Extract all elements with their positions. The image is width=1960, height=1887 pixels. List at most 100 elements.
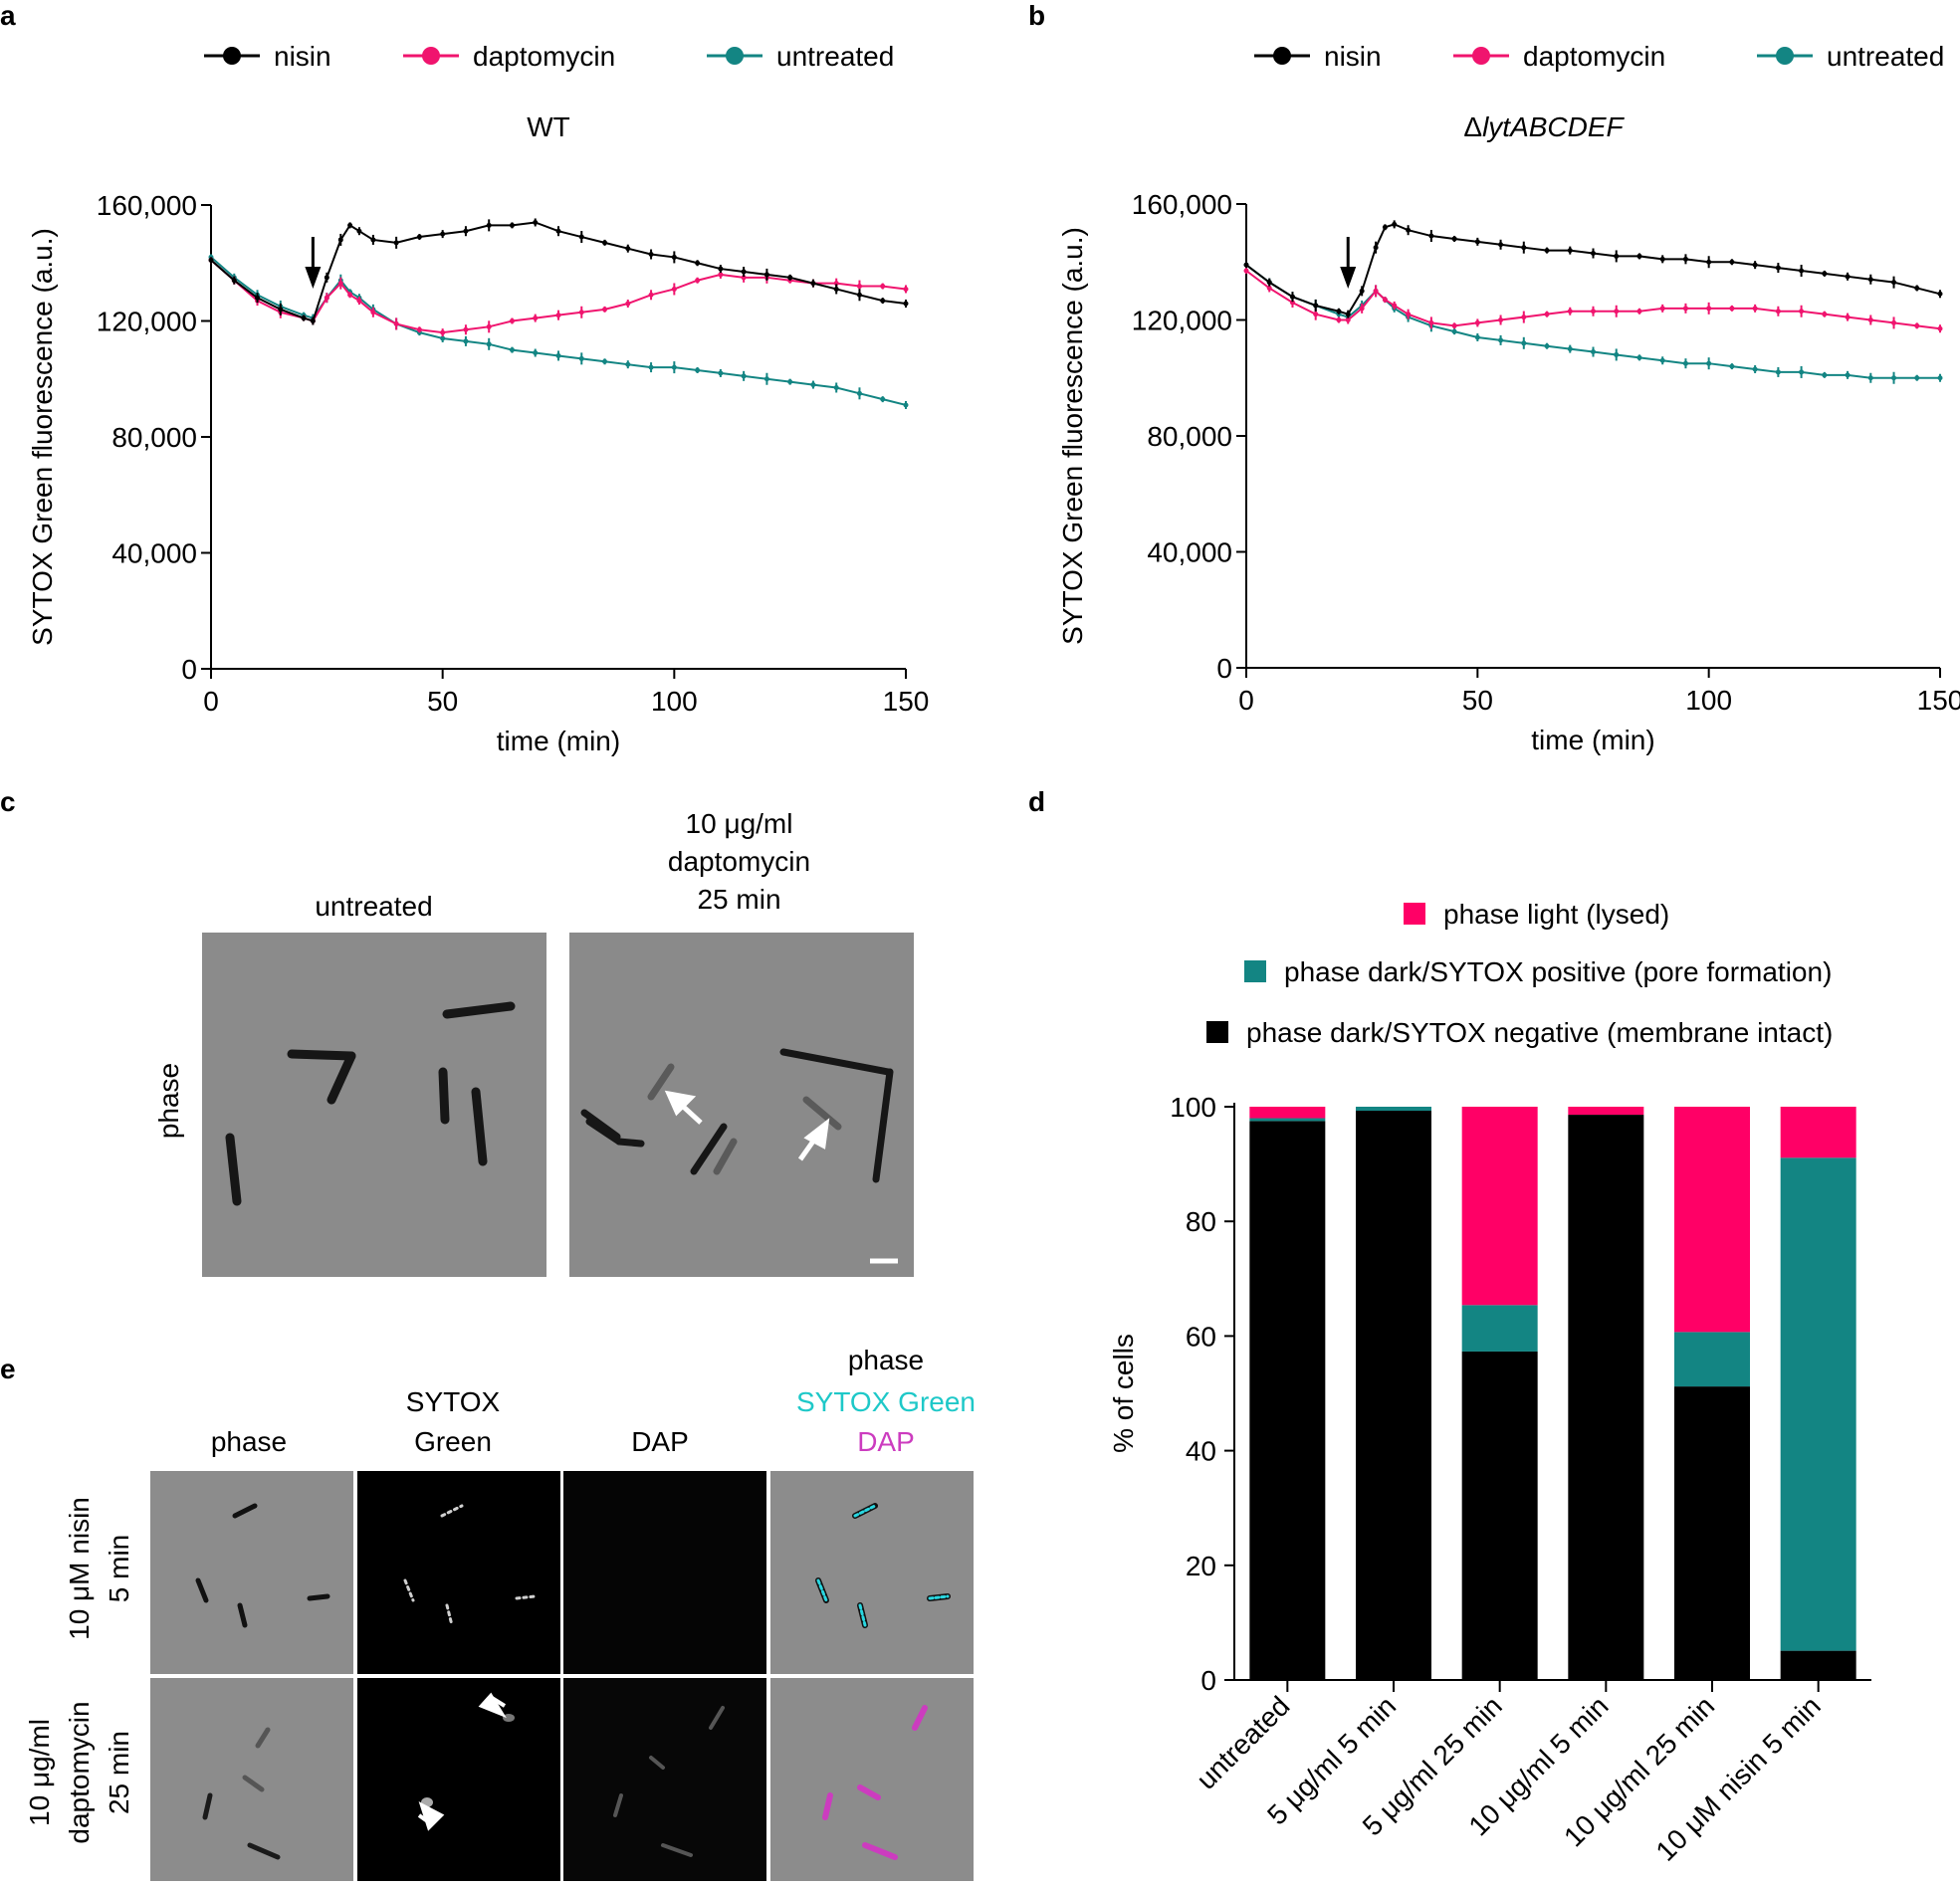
panel-c-row-label: phase: [153, 1062, 184, 1140]
bar-4-seg-1: [1674, 1332, 1750, 1387]
wt-point-daptomycin-23: [671, 286, 677, 292]
wt-point-daptomycin-30: [833, 281, 839, 287]
wt-point-daptomycin-15: [486, 323, 492, 329]
bar-xtick-label-0: untreated: [1191, 1690, 1296, 1795]
mut-point-nisin-10: [1406, 227, 1412, 233]
mut-point-nisin-4: [1336, 309, 1342, 314]
mut-point-daptomycin-9: [1392, 303, 1398, 309]
bar-ytick-label-1: 20: [1186, 1551, 1216, 1581]
panel-e-col-phase: phase: [210, 1426, 288, 1457]
wt-ytick-label-3: 120,000: [97, 307, 197, 337]
mut-point-nisin-5: [1345, 312, 1351, 317]
bar-4-seg-0: [1674, 1386, 1750, 1680]
wt-point-daptomycin-32: [880, 284, 886, 290]
bar-2-seg-0: [1461, 1351, 1538, 1680]
panel-c-col-dapto-2: daptomycin: [667, 846, 811, 877]
mut-point-daptomycin-8: [1382, 297, 1388, 303]
wt-point-nisin-24: [695, 260, 701, 266]
mut-ylabel: SYTOX Green fluorescence (a.u.): [1057, 227, 1088, 645]
mut-point-daptomycin-14: [1498, 317, 1504, 322]
mut-point-nisin-16: [1544, 248, 1550, 254]
wt-point-daptomycin-16: [509, 318, 515, 323]
mut-point-daptomycin-21: [1659, 306, 1665, 312]
bar-legend-swatch-2: [1206, 1021, 1228, 1043]
panel-e-col-merge-2: SYTOX Green: [795, 1386, 976, 1417]
wt-point-daptomycin-11: [393, 320, 399, 326]
wt-line-nisin: [210, 221, 907, 322]
mut-point-nisin-11: [1428, 233, 1434, 239]
bar-ytick-label-3: 60: [1186, 1321, 1216, 1352]
bar-4-seg-2: [1674, 1107, 1750, 1333]
wt-point-untreated-25: [718, 370, 724, 376]
mut-line-daptomycin: [1245, 270, 1941, 330]
wt-point-nisin-19: [578, 234, 584, 240]
wt-point-nisin-12: [416, 234, 422, 240]
mut-point-nisin-15: [1521, 245, 1527, 251]
wt-title: WT: [527, 111, 570, 142]
wt-point-untreated-26: [741, 373, 747, 379]
mut-point-untreated-29: [1845, 372, 1851, 378]
mut-xtick-label-0: 0: [1238, 685, 1254, 716]
mut-point-untreated-31: [1891, 375, 1897, 381]
bar-2-seg-2: [1461, 1107, 1538, 1306]
mut-point-daptomycin-10: [1406, 312, 1412, 317]
mut-point-nisin-28: [1822, 271, 1828, 277]
wt-point-nisin-6: [324, 275, 329, 281]
wt-point-nisin-26: [741, 269, 747, 275]
wt-point-untreated-17: [533, 350, 539, 356]
mut-point-daptomycin-1: [1266, 285, 1272, 291]
wt-point-nisin-20: [602, 240, 608, 246]
wt-point-daptomycin-12: [416, 326, 422, 332]
panel-e-col-merge-1: phase: [847, 1345, 925, 1375]
wt-point-untreated-22: [648, 364, 654, 370]
bar-5-seg-2: [1780, 1107, 1856, 1158]
mut-point-untreated-17: [1567, 346, 1573, 352]
bar-legend-swatch-1: [1244, 960, 1266, 982]
wt-point-untreated-19: [578, 355, 584, 361]
bar-5-seg-0: [1780, 1650, 1856, 1680]
mut-point-daptomycin-5: [1345, 317, 1351, 322]
mut-point-untreated-30: [1867, 375, 1873, 381]
mut-point-daptomycin-24: [1729, 306, 1735, 312]
mut-point-nisin-7: [1373, 245, 1379, 251]
mut-arrow-head: [1340, 267, 1357, 289]
bar-3-seg-0: [1568, 1115, 1644, 1680]
wt-point-untreated-15: [486, 341, 492, 347]
mut-point-nisin-12: [1451, 236, 1457, 242]
wt-xtick-label-3: 150: [883, 686, 930, 717]
mut-point-nisin-17: [1567, 248, 1573, 254]
panel-e-row1-label-2: 5 min: [104, 1534, 134, 1603]
mut-point-untreated-12: [1451, 328, 1457, 334]
wt-point-daptomycin-26: [741, 275, 747, 281]
mut-point-nisin-33: [1937, 291, 1943, 297]
bar-0-seg-2: [1249, 1107, 1326, 1119]
mut-point-nisin-32: [1914, 285, 1920, 291]
mut-legend-marker-untreated: [1776, 47, 1794, 65]
wt-legend-marker-daptomycin: [422, 47, 440, 65]
wt-point-daptomycin-19: [578, 310, 584, 315]
chart-lyt-mutant: nisin daptomycin untreated ΔlytABCDEF 0 40,00…: [1057, 41, 1960, 755]
mut-point-untreated-20: [1636, 354, 1642, 360]
wt-point-daptomycin-31: [856, 284, 862, 290]
panel-letter-e: e: [0, 1354, 16, 1384]
mut-point-daptomycin-27: [1799, 309, 1805, 314]
mut-point-daptomycin-3: [1313, 312, 1319, 317]
mut-point-nisin-13: [1474, 239, 1480, 245]
wt-point-daptomycin-24: [695, 278, 701, 284]
mut-point-nisin-9: [1392, 221, 1398, 227]
wt-point-daptomycin-14: [463, 326, 469, 332]
mut-point-daptomycin-32: [1914, 322, 1920, 328]
mut-title: ΔlytABCDEF: [1463, 111, 1625, 142]
wt-point-nisin-30: [833, 286, 839, 292]
wt-point-untreated-31: [856, 390, 862, 396]
panel-e-col-sytox-2: Green: [414, 1426, 492, 1457]
wt-point-untreated-33: [903, 402, 909, 408]
mut-point-daptomycin-28: [1822, 312, 1828, 317]
mut-point-nisin-1: [1266, 280, 1272, 286]
bar-legend-swatch-0: [1404, 903, 1425, 925]
panel-e-col-sytox-1: SYTOX: [405, 1386, 501, 1417]
mut-legend-marker-daptomycin: [1472, 47, 1490, 65]
wt-xtick-label-2: 100: [651, 686, 698, 717]
wt-xtick-label-1: 50: [427, 686, 458, 717]
wt-point-nisin-8: [347, 222, 353, 228]
